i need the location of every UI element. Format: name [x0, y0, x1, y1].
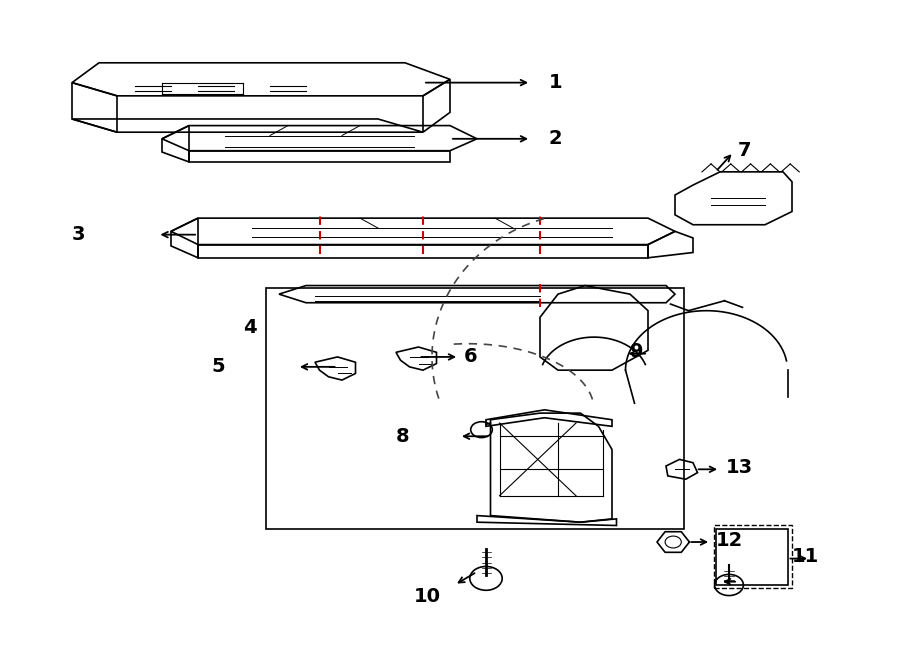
- Text: 5: 5: [212, 358, 225, 376]
- Text: 7: 7: [738, 141, 752, 159]
- Text: 11: 11: [792, 547, 819, 566]
- Text: 2: 2: [549, 130, 562, 148]
- Text: 9: 9: [630, 342, 644, 361]
- Text: 4: 4: [243, 318, 256, 336]
- Text: 1: 1: [549, 73, 562, 92]
- Text: 3: 3: [72, 225, 86, 244]
- Text: 8: 8: [396, 427, 410, 446]
- Text: 13: 13: [725, 458, 752, 477]
- Text: 6: 6: [464, 348, 477, 366]
- Text: 12: 12: [716, 531, 742, 549]
- Text: 10: 10: [414, 587, 441, 605]
